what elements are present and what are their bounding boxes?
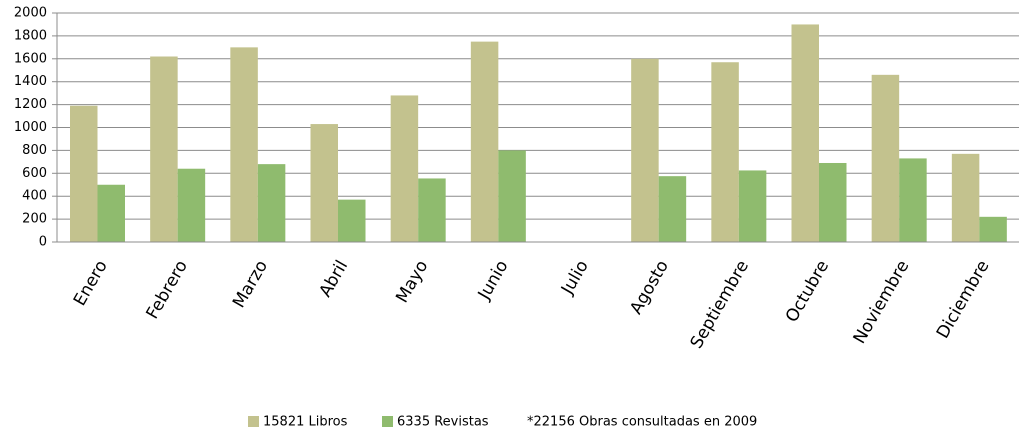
y-tick-label: 1600 <box>14 51 47 66</box>
bar <box>257 164 286 242</box>
x-tick-label: Abril <box>315 257 352 301</box>
x-tick-label: Junio <box>474 257 513 304</box>
bar <box>390 95 419 242</box>
bar <box>70 105 98 243</box>
y-tick-label: 400 <box>22 189 47 204</box>
bar <box>177 168 206 242</box>
legend-label: 6335 Revistas <box>397 415 489 430</box>
bar <box>791 24 819 243</box>
legend-swatch <box>382 416 393 427</box>
x-tick-label: Febrero <box>142 257 191 323</box>
x-tick-label: Noviembre <box>850 257 914 347</box>
bar <box>658 176 687 242</box>
x-tick-label: Diciembre <box>933 257 994 342</box>
legend-label: 15821 Libros <box>263 415 348 430</box>
x-tick-label: Marzo <box>229 257 272 312</box>
bar <box>871 74 900 242</box>
bar <box>338 199 366 242</box>
y-tick-label: 800 <box>22 143 47 158</box>
x-tick-label: Octubre <box>782 257 833 326</box>
bar <box>498 150 526 242</box>
bar <box>470 41 499 242</box>
y-tick-label: 200 <box>22 212 47 227</box>
bar <box>418 178 446 242</box>
y-tick-label: 600 <box>22 166 47 181</box>
legend-swatch <box>248 416 259 427</box>
x-tick-label: Agosto <box>626 257 673 318</box>
bar <box>979 216 1007 242</box>
x-tick-label: Enero <box>70 257 112 309</box>
bar <box>97 184 125 242</box>
y-tick-label: 0 <box>39 235 47 250</box>
y-tick-label: 1400 <box>14 74 47 89</box>
x-tick-label: Mayo <box>392 257 432 306</box>
bar <box>711 62 739 242</box>
bar <box>951 153 980 242</box>
y-tick-label: 1000 <box>14 120 47 135</box>
bar <box>310 124 338 242</box>
bar <box>230 47 258 242</box>
bar <box>738 170 767 242</box>
bar <box>150 56 178 243</box>
bar <box>899 158 927 242</box>
x-tick-label: Julio <box>557 257 593 299</box>
y-tick-label: 1200 <box>14 97 47 112</box>
bar <box>819 162 847 242</box>
y-tick-label: 1800 <box>14 28 47 43</box>
bar <box>631 58 659 242</box>
x-tick-label: Septiembre <box>687 257 753 352</box>
y-tick-label: 2000 <box>14 6 47 21</box>
note: *22156 Obras consultadas en 2009 <box>527 415 757 430</box>
